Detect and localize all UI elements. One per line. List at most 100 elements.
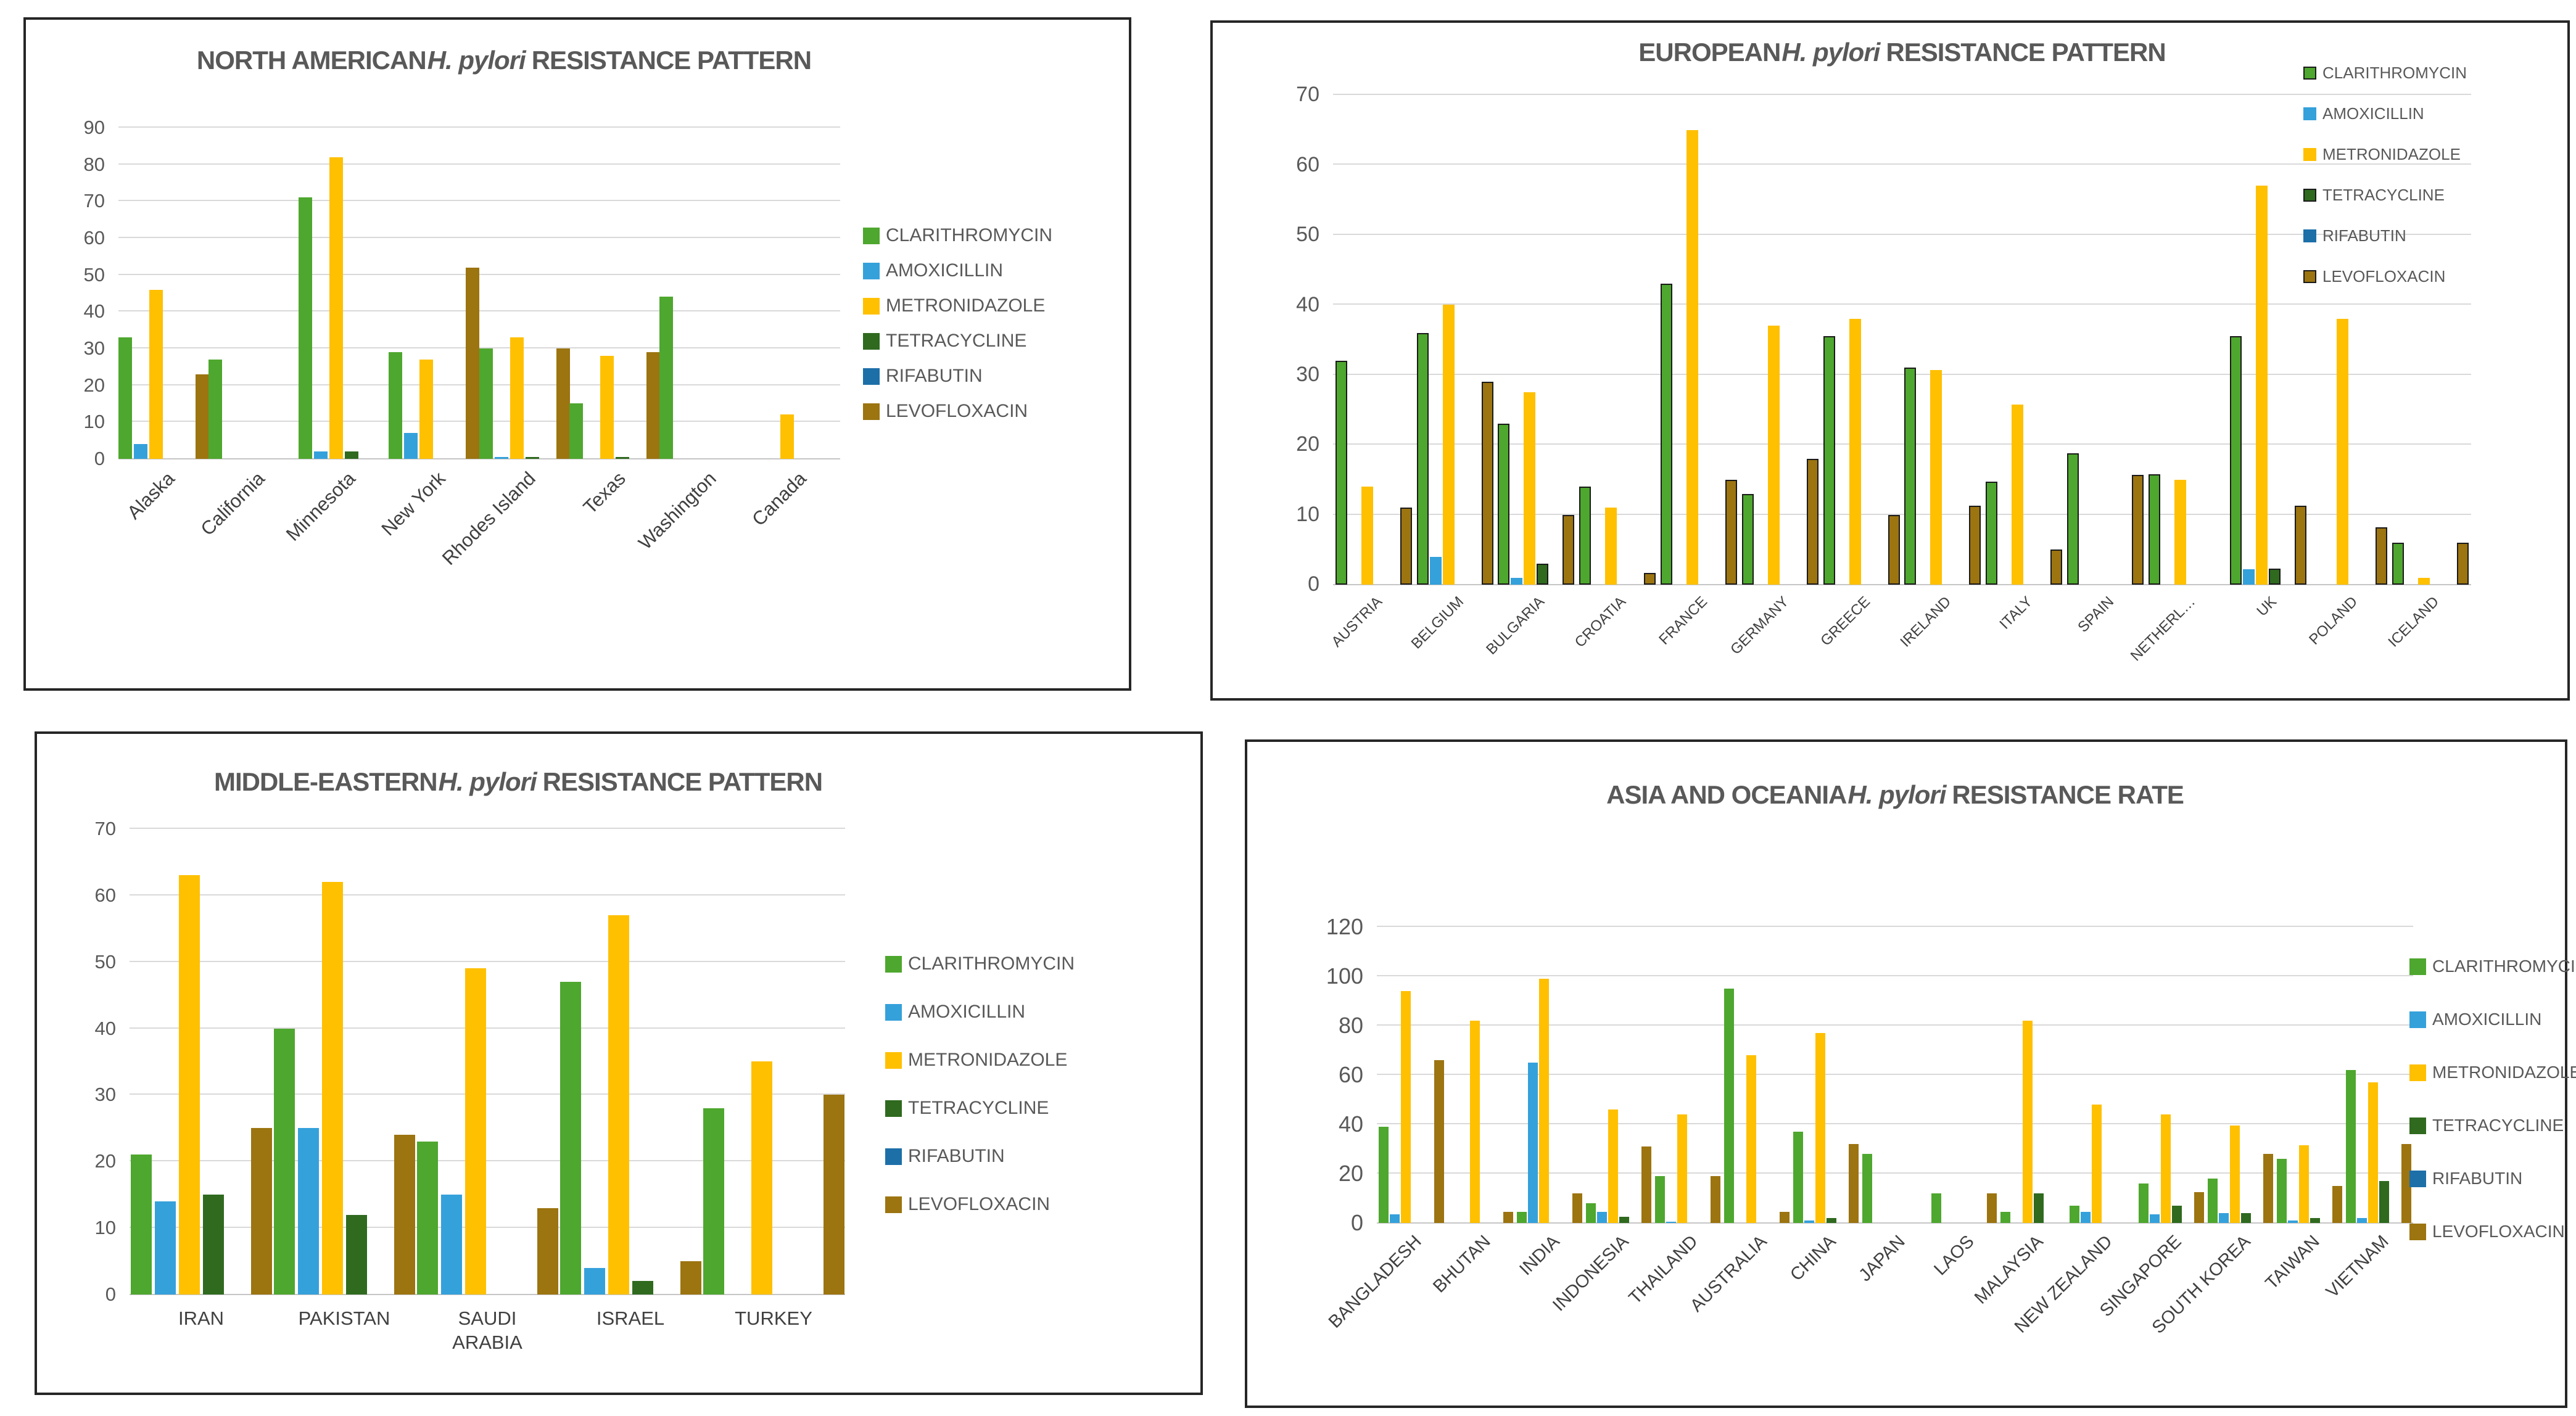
- bar-metronidazole-indonesia: [1608, 1109, 1618, 1223]
- gridline: [130, 1093, 845, 1095]
- bar-amoxicillin-saudi-arabia: [441, 1195, 462, 1295]
- bar-metronidazole-iceland: [2418, 578, 2430, 585]
- bar-metronidazole-bulgaria: [1524, 392, 1535, 585]
- bar-metronidazole-australia: [1746, 1055, 1756, 1223]
- bar-metronidazole-rhodes-island: [510, 337, 524, 459]
- bar-clarithromycin-malaysia: [2000, 1212, 2010, 1223]
- chart-title-prefix: NORTH AMERICAN: [196, 46, 427, 75]
- bar-clarithromycin-vietnam: [2346, 1070, 2356, 1223]
- legend-label: CLARITHROMYCIN: [886, 225, 1053, 245]
- legend-item-levofloxacin: LEVOFLOXACIN: [863, 401, 1028, 422]
- bar-levofloxacin-spain: [2132, 475, 2144, 585]
- x-axis-label: NETHERL…: [2127, 593, 2199, 665]
- bar-clarithromycin-texas: [569, 403, 583, 459]
- bar-metronidazole-uk: [2256, 186, 2268, 585]
- bar-tetracycline-israel: [632, 1281, 653, 1295]
- bar-clarithromycin-ireland: [1904, 368, 1916, 585]
- legend-swatch-tetracycline: [2303, 189, 2316, 202]
- chart-title-suffix: RESISTANCE RATE: [1952, 780, 2184, 809]
- bar-amoxicillin-thailand: [1666, 1222, 1676, 1223]
- bar-metronidazole-malaysia: [2023, 1021, 2033, 1223]
- y-tick-label: 40: [1338, 1111, 1363, 1137]
- y-tick-label: 40: [83, 300, 105, 322]
- y-tick-label: 10: [1296, 503, 1319, 526]
- x-axis-line: [1333, 584, 2471, 585]
- bar-metronidazole-texas: [600, 356, 614, 459]
- bar-metronidazole-minnesota: [329, 157, 343, 459]
- legend-item-tetracycline: TETRACYCLINE: [885, 1098, 1049, 1119]
- bar-levofloxacin-austria: [1400, 508, 1412, 585]
- legend-label: CLARITHROMYCIN: [2322, 64, 2467, 82]
- gridline: [130, 894, 845, 895]
- legend-item-rifabutin: RIFABUTIN: [863, 366, 983, 387]
- bar-levofloxacin-laos: [1987, 1193, 1997, 1223]
- legend-item-metronidazole: METRONIDAZOLE: [2409, 1063, 2576, 1082]
- chart-title: ASIA AND OCEANIAH. pylori RESISTANCE RATE: [1377, 780, 2413, 810]
- bar-amoxicillin-south-korea: [2219, 1213, 2229, 1223]
- bar-clarithromycin-bulgaria: [1498, 424, 1509, 585]
- legend-label: RIFABUTIN: [908, 1146, 1005, 1166]
- bar-clarithromycin-california: [208, 360, 222, 459]
- legend-label: TETRACYCLINE: [2432, 1116, 2564, 1135]
- y-tick-label: 20: [83, 374, 105, 396]
- bar-metronidazole-greece: [1849, 319, 1861, 585]
- gridline: [118, 163, 840, 165]
- x-axis-label: Washington: [634, 467, 720, 554]
- bar-levofloxacin-ireland: [1969, 506, 1981, 585]
- legend-swatch-levofloxacin: [2303, 270, 2316, 283]
- bar-amoxicillin-rhodes-island: [495, 457, 508, 459]
- legend-label: TETRACYCLINE: [886, 331, 1027, 351]
- bar-levofloxacin-belgium: [1482, 382, 1493, 585]
- bar-clarithromycin-thailand: [1655, 1176, 1665, 1223]
- bar-levofloxacin-rhodes-island: [556, 348, 570, 459]
- y-tick-label: 20: [1296, 432, 1319, 456]
- y-tick-label: 70: [94, 818, 116, 839]
- legend-label: LEVOFLOXACIN: [2322, 267, 2446, 286]
- y-tick-label: 0: [1350, 1210, 1363, 1235]
- bar-levofloxacin-india: [1572, 1193, 1582, 1223]
- x-axis-label: GERMANY: [1727, 593, 1793, 658]
- legend-label: METRONIDAZOLE: [886, 295, 1046, 316]
- legend-swatch-rifabutin: [863, 368, 880, 385]
- bar-metronidazole-poland: [2337, 319, 2348, 585]
- y-tick-label: 60: [1338, 1062, 1363, 1087]
- gridline: [1377, 926, 2413, 927]
- gridline: [130, 1160, 845, 1161]
- y-tick-label: 30: [1296, 363, 1319, 386]
- bar-tetracycline-china: [1827, 1218, 1836, 1223]
- bar-clarithromycin-uk: [2230, 336, 2242, 585]
- legend-item-amoxicillin: AMOXICILLIN: [2303, 104, 2424, 123]
- legend-swatch-clarithromycin: [885, 955, 902, 973]
- x-axis-label: ICELAND: [2385, 593, 2443, 651]
- x-axis-label: GREECE: [1817, 593, 1874, 649]
- bar-clarithromycin-iceland: [2392, 543, 2404, 585]
- bar-metronidazole-china: [1815, 1033, 1825, 1223]
- bar-clarithromycin-india: [1517, 1212, 1527, 1223]
- bar-amoxicillin-israel: [584, 1268, 605, 1295]
- legend-swatch-amoxicillin: [885, 1003, 902, 1021]
- legend-item-tetracycline: TETRACYCLINE: [863, 331, 1026, 352]
- gridline: [1333, 94, 2471, 95]
- plot-area: [1377, 926, 2413, 1224]
- bar-levofloxacin-iran: [251, 1128, 272, 1295]
- bar-tetracycline-vietnam: [2379, 1181, 2389, 1223]
- chart-title: MIDDLE-EASTERNH. pylori RESISTANCE PATTER…: [130, 767, 907, 797]
- bar-metronidazole-bhutan: [1470, 1021, 1480, 1223]
- bar-metronidazole-austria: [1361, 487, 1373, 585]
- x-axis-label: BULGARIA: [1483, 593, 1548, 658]
- bar-metronidazole-vietnam: [2368, 1082, 2378, 1223]
- legend-label: LEVOFLOXACIN: [908, 1194, 1051, 1214]
- bar-metronidazole-israel: [608, 915, 629, 1295]
- gridline: [1377, 1074, 2413, 1075]
- x-axis-label: Alaska: [123, 467, 179, 524]
- gridline: [118, 200, 840, 201]
- bar-clarithromycin-indonesia: [1586, 1203, 1596, 1223]
- legend-swatch-levofloxacin: [885, 1196, 902, 1213]
- legend-item-levofloxacin: LEVOFLOXACIN: [2303, 267, 2445, 286]
- bar-metronidazole-france: [1686, 130, 1698, 585]
- bar-clarithromycin-greece: [1823, 336, 1835, 585]
- x-axis-line: [118, 458, 840, 459]
- x-axis-label: POLAND: [2306, 593, 2361, 648]
- bar-clarithromycin-laos: [1931, 1193, 1941, 1223]
- x-axis-label: California: [196, 467, 269, 540]
